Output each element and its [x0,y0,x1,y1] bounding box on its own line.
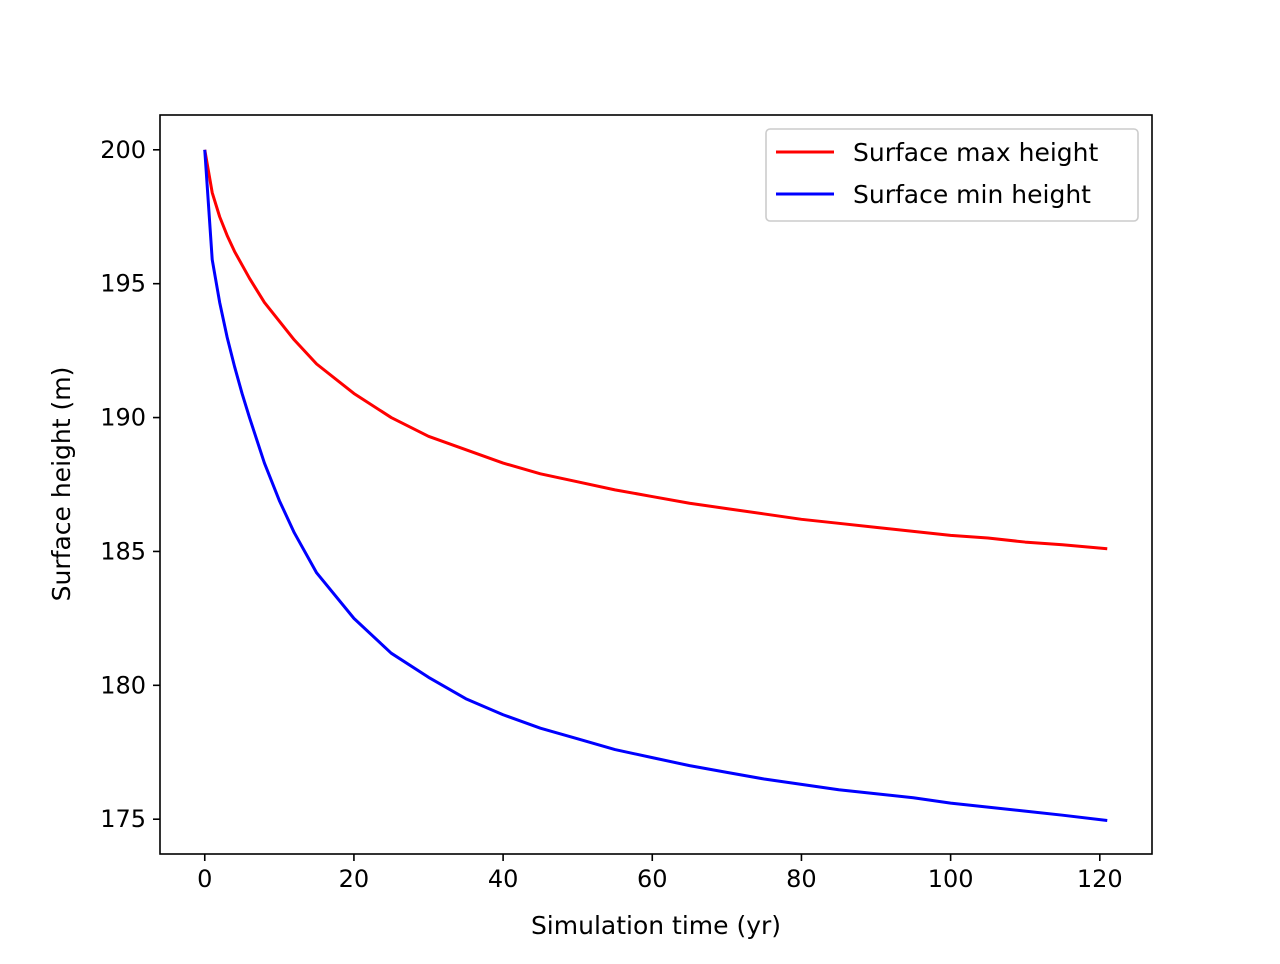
y-axis-ticks: 175 180 185 190 195 200 [100,136,160,833]
x-tick-label: 0 [197,865,212,893]
plot-frame [159,114,1153,855]
series-line-surface-max-height [203,149,1108,551]
legend-box [765,128,1139,222]
y-tick-label: 200 [100,136,146,164]
legend-label-min: Surface min height [853,180,1091,209]
y-tick-label: 195 [100,270,146,298]
plot-lines [203,149,1108,823]
legend-label-max: Surface max height [853,138,1098,167]
x-tick-label: 20 [339,865,370,893]
y-tick-label: 190 [100,404,146,432]
y-axis-label: Surface height (m) [47,367,76,602]
x-tick-label: 80 [786,865,817,893]
series-line-surface-min-height [203,149,1108,823]
x-tick-label: 40 [488,865,519,893]
x-tick-label: 120 [1077,865,1123,893]
x-axis-label: Simulation time (yr) [531,911,781,940]
y-tick-label: 175 [100,805,146,833]
y-tick-label: 180 [100,671,146,699]
x-axis-ticks: 0 20 40 60 80 100 120 [197,854,1123,893]
legend: Surface max height Surface min height [765,128,1139,222]
x-tick-label: 100 [928,865,974,893]
y-tick-label: 185 [100,537,146,565]
x-tick-label: 60 [637,865,668,893]
